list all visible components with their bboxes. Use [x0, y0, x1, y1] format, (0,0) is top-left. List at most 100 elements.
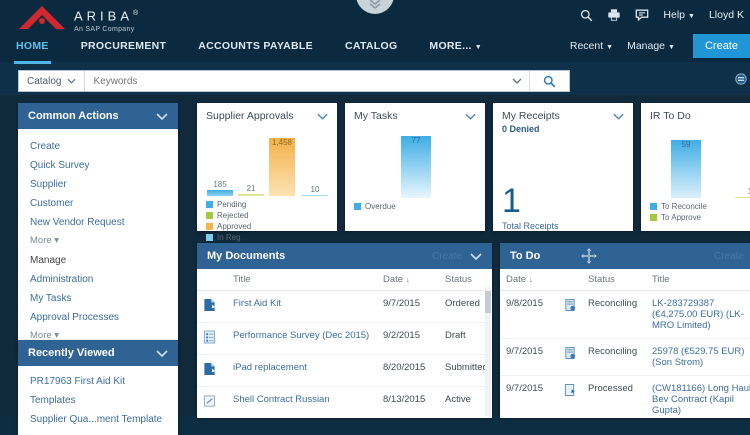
document-title[interactable]: iPad replacement	[227, 354, 377, 387]
chevron-down-icon[interactable]	[317, 113, 328, 120]
column-status[interactable]: Status	[582, 269, 646, 291]
search-submit-button[interactable]	[529, 71, 569, 91]
legend-item-in-reg: In Reg	[206, 233, 265, 242]
recently-viewed-item-templates[interactable]: Templates	[30, 395, 76, 406]
table-row[interactable]: 9/7/2015 Processed (CW181166) Long Haul …	[500, 375, 750, 418]
to-do-status: Reconciling	[582, 338, 646, 376]
table-header-row: Title Date ↓ Status	[197, 269, 492, 291]
my-documents-header[interactable]: My Documents Create	[197, 243, 492, 269]
chevron-down-icon[interactable]	[613, 113, 624, 120]
bar-pending[interactable]: 185	[207, 180, 233, 196]
chevron-down-icon: ▼	[688, 13, 695, 20]
feedback-icon[interactable]	[635, 8, 649, 22]
my-receipts-total-label[interactable]: Total Receipts	[502, 221, 559, 231]
bar-approved[interactable]: 1,458	[269, 128, 295, 196]
search-icon[interactable]	[580, 9, 593, 22]
to-do-header[interactable]: To Do Create	[500, 243, 750, 269]
table-row[interactable]: Shell Contract Russian 8/13/2015 Active	[197, 386, 492, 418]
legend-item-rejected: Rejected	[206, 211, 265, 220]
document-title[interactable]: Shell Contract Russian	[227, 386, 377, 418]
chevron-down-icon[interactable]	[465, 113, 476, 120]
bar-value: 21	[246, 184, 256, 193]
recently-viewed-title: Recently Viewed	[28, 347, 115, 359]
logo-tagline: An SAP Company	[74, 26, 135, 34]
recently-viewed-item-supplier-template[interactable]: Supplier Qua...ment Template	[30, 414, 163, 425]
search-input[interactable]	[85, 75, 505, 87]
bar-in-reg[interactable]: 10	[302, 185, 328, 196]
search-history-dropdown[interactable]	[505, 78, 529, 84]
bar-to-approve[interactable]: 1	[735, 187, 750, 198]
sidebar-item-approval-processes[interactable]: Approval Processes	[30, 312, 119, 323]
recent-menu[interactable]: Recent ▼	[569, 40, 614, 52]
common-actions-header[interactable]: Common Actions	[18, 103, 178, 129]
column-date[interactable]: Date ↓	[377, 269, 439, 291]
my-documents-create-button[interactable]: Create	[431, 250, 462, 262]
legend-item-pending: Pending	[206, 200, 265, 209]
table-row[interactable]: 9/7/2015 Reconciling 25978 (€529.75 EUR)…	[500, 338, 750, 376]
move-handle-icon[interactable]	[580, 247, 598, 268]
search-scope-select[interactable]: Catalog	[19, 71, 86, 91]
legend-swatch	[650, 203, 657, 210]
column-title[interactable]: Title	[646, 269, 750, 291]
user-menu[interactable]: Lloyd K	[708, 9, 744, 21]
scrollbar-thumb[interactable]	[485, 291, 491, 313]
document-title[interactable]: Performance Survey (Dec 2015)	[227, 322, 377, 355]
help-menu[interactable]: Help ▼	[663, 9, 695, 21]
recently-viewed-header[interactable]: Recently Viewed	[18, 340, 178, 366]
legend-swatch	[650, 214, 657, 221]
recently-viewed-list: PR17963 First Aid Kit Templates Supplier…	[18, 366, 178, 435]
nav-item-accounts-payable[interactable]: ACCOUNTS PAYABLE	[198, 40, 313, 52]
legend-swatch	[206, 201, 213, 208]
print-icon[interactable]	[607, 8, 621, 22]
column-status[interactable]: Status	[439, 269, 492, 291]
sidebar-item-my-tasks[interactable]: My Tasks	[30, 293, 72, 304]
create-button[interactable]: Create	[692, 34, 750, 58]
column-date[interactable]: Date ↓	[500, 269, 558, 291]
sidebar-item-quick-survey[interactable]: Quick Survey	[30, 160, 90, 171]
table-row[interactable]: iPad replacement 8/20/2015 Submitted	[197, 354, 492, 387]
bar-to-reconcile[interactable]: 59	[671, 130, 701, 198]
my-receipts-title: My Receipts	[502, 110, 560, 122]
document-title[interactable]: First Aid Kit	[227, 290, 377, 323]
to-do-table: Date ↓ Status Title 9/8/2015 Reconciling…	[500, 269, 750, 418]
chevron-down-icon[interactable]	[470, 252, 482, 260]
sidebar-item-customer[interactable]: Customer	[30, 198, 74, 209]
document-status: Active	[439, 386, 492, 418]
sort-desc-icon: ↓	[528, 275, 533, 284]
my-documents-scrollbar[interactable]	[485, 287, 491, 416]
to-do-create-button[interactable]: Create	[713, 250, 744, 262]
table-row[interactable]: 9/8/2015 Reconciling LK-283729387 (€4,27…	[500, 290, 750, 339]
sidebar-item-new-vendor-request[interactable]: New Vendor Request	[30, 217, 125, 228]
chevron-down-icon[interactable]	[156, 349, 168, 357]
bar-rejected[interactable]: 21	[238, 184, 264, 196]
sidebar-item-create[interactable]: Create	[30, 141, 61, 152]
table-row[interactable]: Performance Survey (Dec 2015) 9/2/2015 D…	[197, 322, 492, 355]
collapse-header-button[interactable]	[356, 0, 394, 14]
nav-item-catalog[interactable]: CATALOG	[344, 40, 398, 52]
sidebar-more-actions[interactable]: More ▾	[30, 235, 60, 246]
sidebar-item-administration[interactable]: Administration	[30, 274, 94, 285]
nav-item-procurement[interactable]: PROCUREMENT	[80, 40, 167, 52]
bar-value: 77	[411, 136, 421, 145]
column-title[interactable]: Title	[227, 269, 377, 291]
page-options-icon[interactable]	[734, 72, 748, 91]
recently-viewed-item-pr17963[interactable]: PR17963 First Aid Kit	[30, 376, 126, 387]
sidebar-item-supplier[interactable]: Supplier	[30, 179, 67, 190]
nav-item-home[interactable]: HOME	[0, 30, 65, 64]
manage-menu[interactable]: Manage ▼	[627, 40, 675, 52]
nav-item-more[interactable]: MORE... ▼	[413, 30, 498, 62]
to-do-title[interactable]: (CW181166) Long Haul Bev Contract (Kapil…	[646, 375, 750, 418]
chevron-down-icon[interactable]	[156, 112, 168, 120]
bar-overdue[interactable]: 77	[401, 126, 431, 198]
catalog-search-bar: Catalog	[18, 70, 570, 92]
to-do-title[interactable]: 25978 (€529.75 EUR) (Son Strom)	[646, 338, 750, 376]
invoice-icon	[564, 298, 576, 315]
recently-viewed-panel: Recently Viewed PR17963 First Aid Kit Te…	[18, 340, 178, 435]
document-date: 8/20/2015	[377, 354, 439, 387]
chevron-down-icon	[512, 78, 522, 84]
to-do-title[interactable]: LK-283729387 (€4,275.00 EUR) (LK-MRO Lim…	[646, 290, 750, 339]
sidebar-more-manage[interactable]: More ▾	[30, 330, 60, 341]
ariba-logo[interactable]: ARIBA® An SAP Company	[18, 5, 138, 33]
my-receipts-denied: 0 Denied	[502, 124, 540, 134]
table-row[interactable]: First Aid Kit 9/7/2015 Ordered	[197, 290, 492, 323]
